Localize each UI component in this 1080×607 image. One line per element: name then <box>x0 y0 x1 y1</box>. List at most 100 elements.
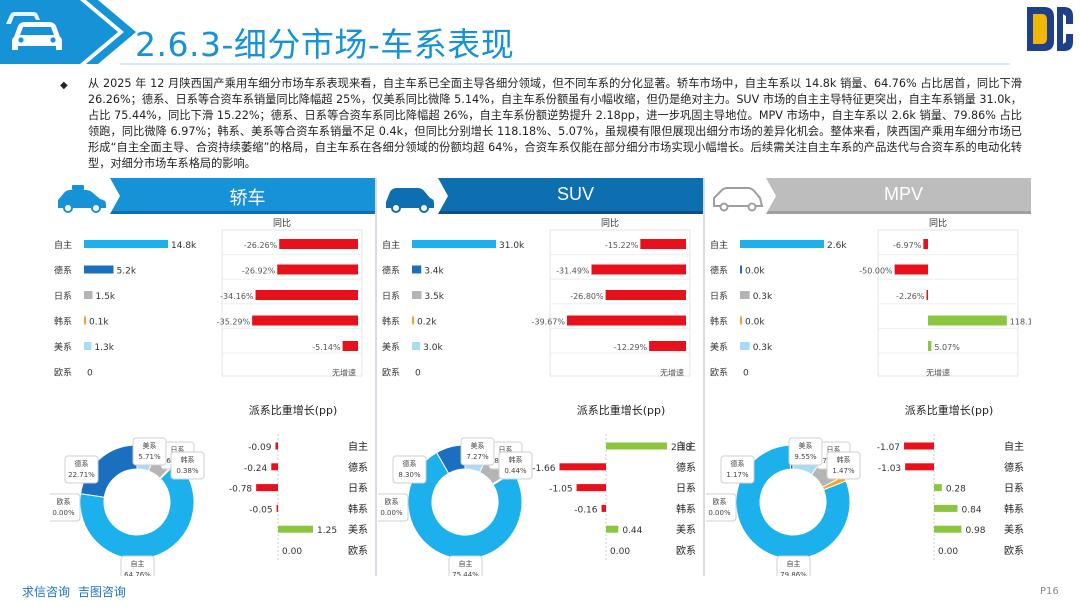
sales-value-label: 0 <box>743 369 749 379</box>
yoy-value-label: 5.07% <box>934 343 960 352</box>
pp-category-label: 韩系 <box>1004 502 1024 515</box>
pp-bar <box>934 484 942 492</box>
sales-bar <box>412 342 421 350</box>
callout-category: 自主 <box>131 559 145 568</box>
category-label: 德系 <box>54 265 72 277</box>
callout-box <box>706 493 737 522</box>
category-label: 日系 <box>382 291 400 302</box>
pp-title: 派系比重增长(pp) <box>249 403 338 417</box>
donut-callout: 德系 8.30% <box>392 455 427 484</box>
donut-callout: 自主 79.86% <box>776 555 811 576</box>
donut-callout: 自主 64.76% <box>120 555 155 576</box>
yoy-title: 同比 <box>929 217 947 229</box>
callout-share: 75.44% <box>452 571 479 576</box>
pp-category-label: 日系 <box>1004 483 1024 495</box>
yoy-value-label: -6.97% <box>893 241 922 250</box>
callout-share: 7.27% <box>466 453 489 461</box>
footer-link-qiuxin[interactable]: 求信咨询 <box>22 585 71 599</box>
suv-icon <box>386 188 434 213</box>
pp-bar <box>601 504 606 512</box>
sales-bar <box>740 342 750 350</box>
pp-bar <box>278 525 313 533</box>
callout-share: 1.47% <box>832 467 855 475</box>
pp-bar <box>276 504 279 512</box>
yoy-value-label: 无增速 <box>332 368 356 378</box>
panel-suv: SUV 自主 31.0k 德系 3.4k 日系 3.5k 韩系 0.2k 美系 3.0k 欧系 0 同比… <box>378 178 703 576</box>
callout-box <box>720 455 755 484</box>
panel-divider <box>375 178 377 576</box>
pp-category-label: 自主 <box>1004 440 1024 453</box>
yoy-frame <box>549 229 691 377</box>
yoy-frame <box>221 229 363 377</box>
summary-bullet: ◆ <box>60 80 68 91</box>
pp-bar <box>576 484 606 492</box>
donut-callout: 欧系 0.00% <box>706 493 737 522</box>
yoy-value-label: -5.14% <box>312 343 341 352</box>
sales-bar <box>412 265 422 274</box>
pp-category-label: 欧系 <box>676 545 696 557</box>
sales-value-label: 0.3k <box>753 343 773 353</box>
panel-title-suv: SUV <box>556 184 594 204</box>
pp-value-label: -0.78 <box>229 485 253 495</box>
footer-links: 求信咨询 吉图咨询 <box>22 583 130 600</box>
sales-value-label: 14.8k <box>171 241 197 251</box>
category-label: 欧系 <box>54 367 72 379</box>
yoy-bar <box>926 290 928 300</box>
yoy-value-label: -15.22% <box>605 241 639 250</box>
callout-category: 韩系 <box>837 455 851 464</box>
page-title: 2.6.3-细分市场-车系表现 <box>135 25 515 64</box>
header-banner <box>0 0 1010 65</box>
yoy-bar <box>894 264 928 275</box>
callout-category: 德系 <box>75 459 89 468</box>
panel-title-mpv: MPV <box>883 184 923 204</box>
category-label: 韩系 <box>382 316 400 328</box>
sales-bar <box>84 342 92 350</box>
callout-share: 0.38% <box>176 467 199 475</box>
callout-share: 0.00% <box>380 509 403 517</box>
sales-bar <box>740 316 742 325</box>
pp-value-label: -1.05 <box>549 485 572 495</box>
yoy-bar <box>566 315 686 326</box>
pp-category-label: 自主 <box>676 440 696 453</box>
pp-value-label: -1.03 <box>878 464 901 474</box>
callout-category: 欧系 <box>713 497 727 506</box>
callout-share: 9.55% <box>794 453 817 461</box>
callout-box <box>788 437 823 466</box>
donut-callout: 美系 7.27% <box>460 437 495 466</box>
category-label: 欧系 <box>382 367 400 379</box>
callout-category: 韩系 <box>181 455 195 464</box>
callout-box <box>50 493 81 522</box>
donut-callout: 欧系 0.00% <box>50 493 81 522</box>
sales-value-label: 0.3k <box>753 292 773 302</box>
callout-share: 1.17% <box>726 471 749 479</box>
category-label: 美系 <box>382 341 400 353</box>
sales-bar <box>412 316 414 325</box>
panel-header-mpv <box>706 178 1031 214</box>
pp-value-label: 0.84 <box>962 505 982 515</box>
callout-category: 欧系 <box>385 497 399 506</box>
callout-category: 自主 <box>459 559 473 568</box>
pp-category-label: 美系 <box>676 523 696 536</box>
pp-bar <box>904 442 934 450</box>
panel-title-sedan: 轿车 <box>229 188 266 208</box>
footer-link-jitu[interactable]: 吉图咨询 <box>77 585 126 599</box>
pp-category-label: 韩系 <box>348 502 368 515</box>
page-number: P16 <box>1040 586 1059 597</box>
pp-bar <box>934 504 958 512</box>
pp-title: 派系比重增长(pp) <box>577 403 666 417</box>
pp-category-label: 日系 <box>348 483 368 495</box>
sales-value-label: 3.0k <box>423 343 443 353</box>
pp-value-label: -0.16 <box>574 505 598 515</box>
callout-box <box>378 493 409 522</box>
yoy-value-label: 无增速 <box>660 368 684 378</box>
sales-value-label: 0.1k <box>89 318 109 328</box>
yoy-value-label: -35.29% <box>217 318 251 327</box>
category-label: 日系 <box>710 291 728 302</box>
sales-value-label: 5.2k <box>117 267 137 277</box>
sales-value-label: 31.0k <box>499 241 525 251</box>
mpv-icon <box>713 187 764 212</box>
yoy-bar <box>649 341 686 351</box>
category-label: 欧系 <box>710 367 728 379</box>
yoy-bar <box>255 290 358 300</box>
pp-value-label: 0.00 <box>282 547 302 557</box>
